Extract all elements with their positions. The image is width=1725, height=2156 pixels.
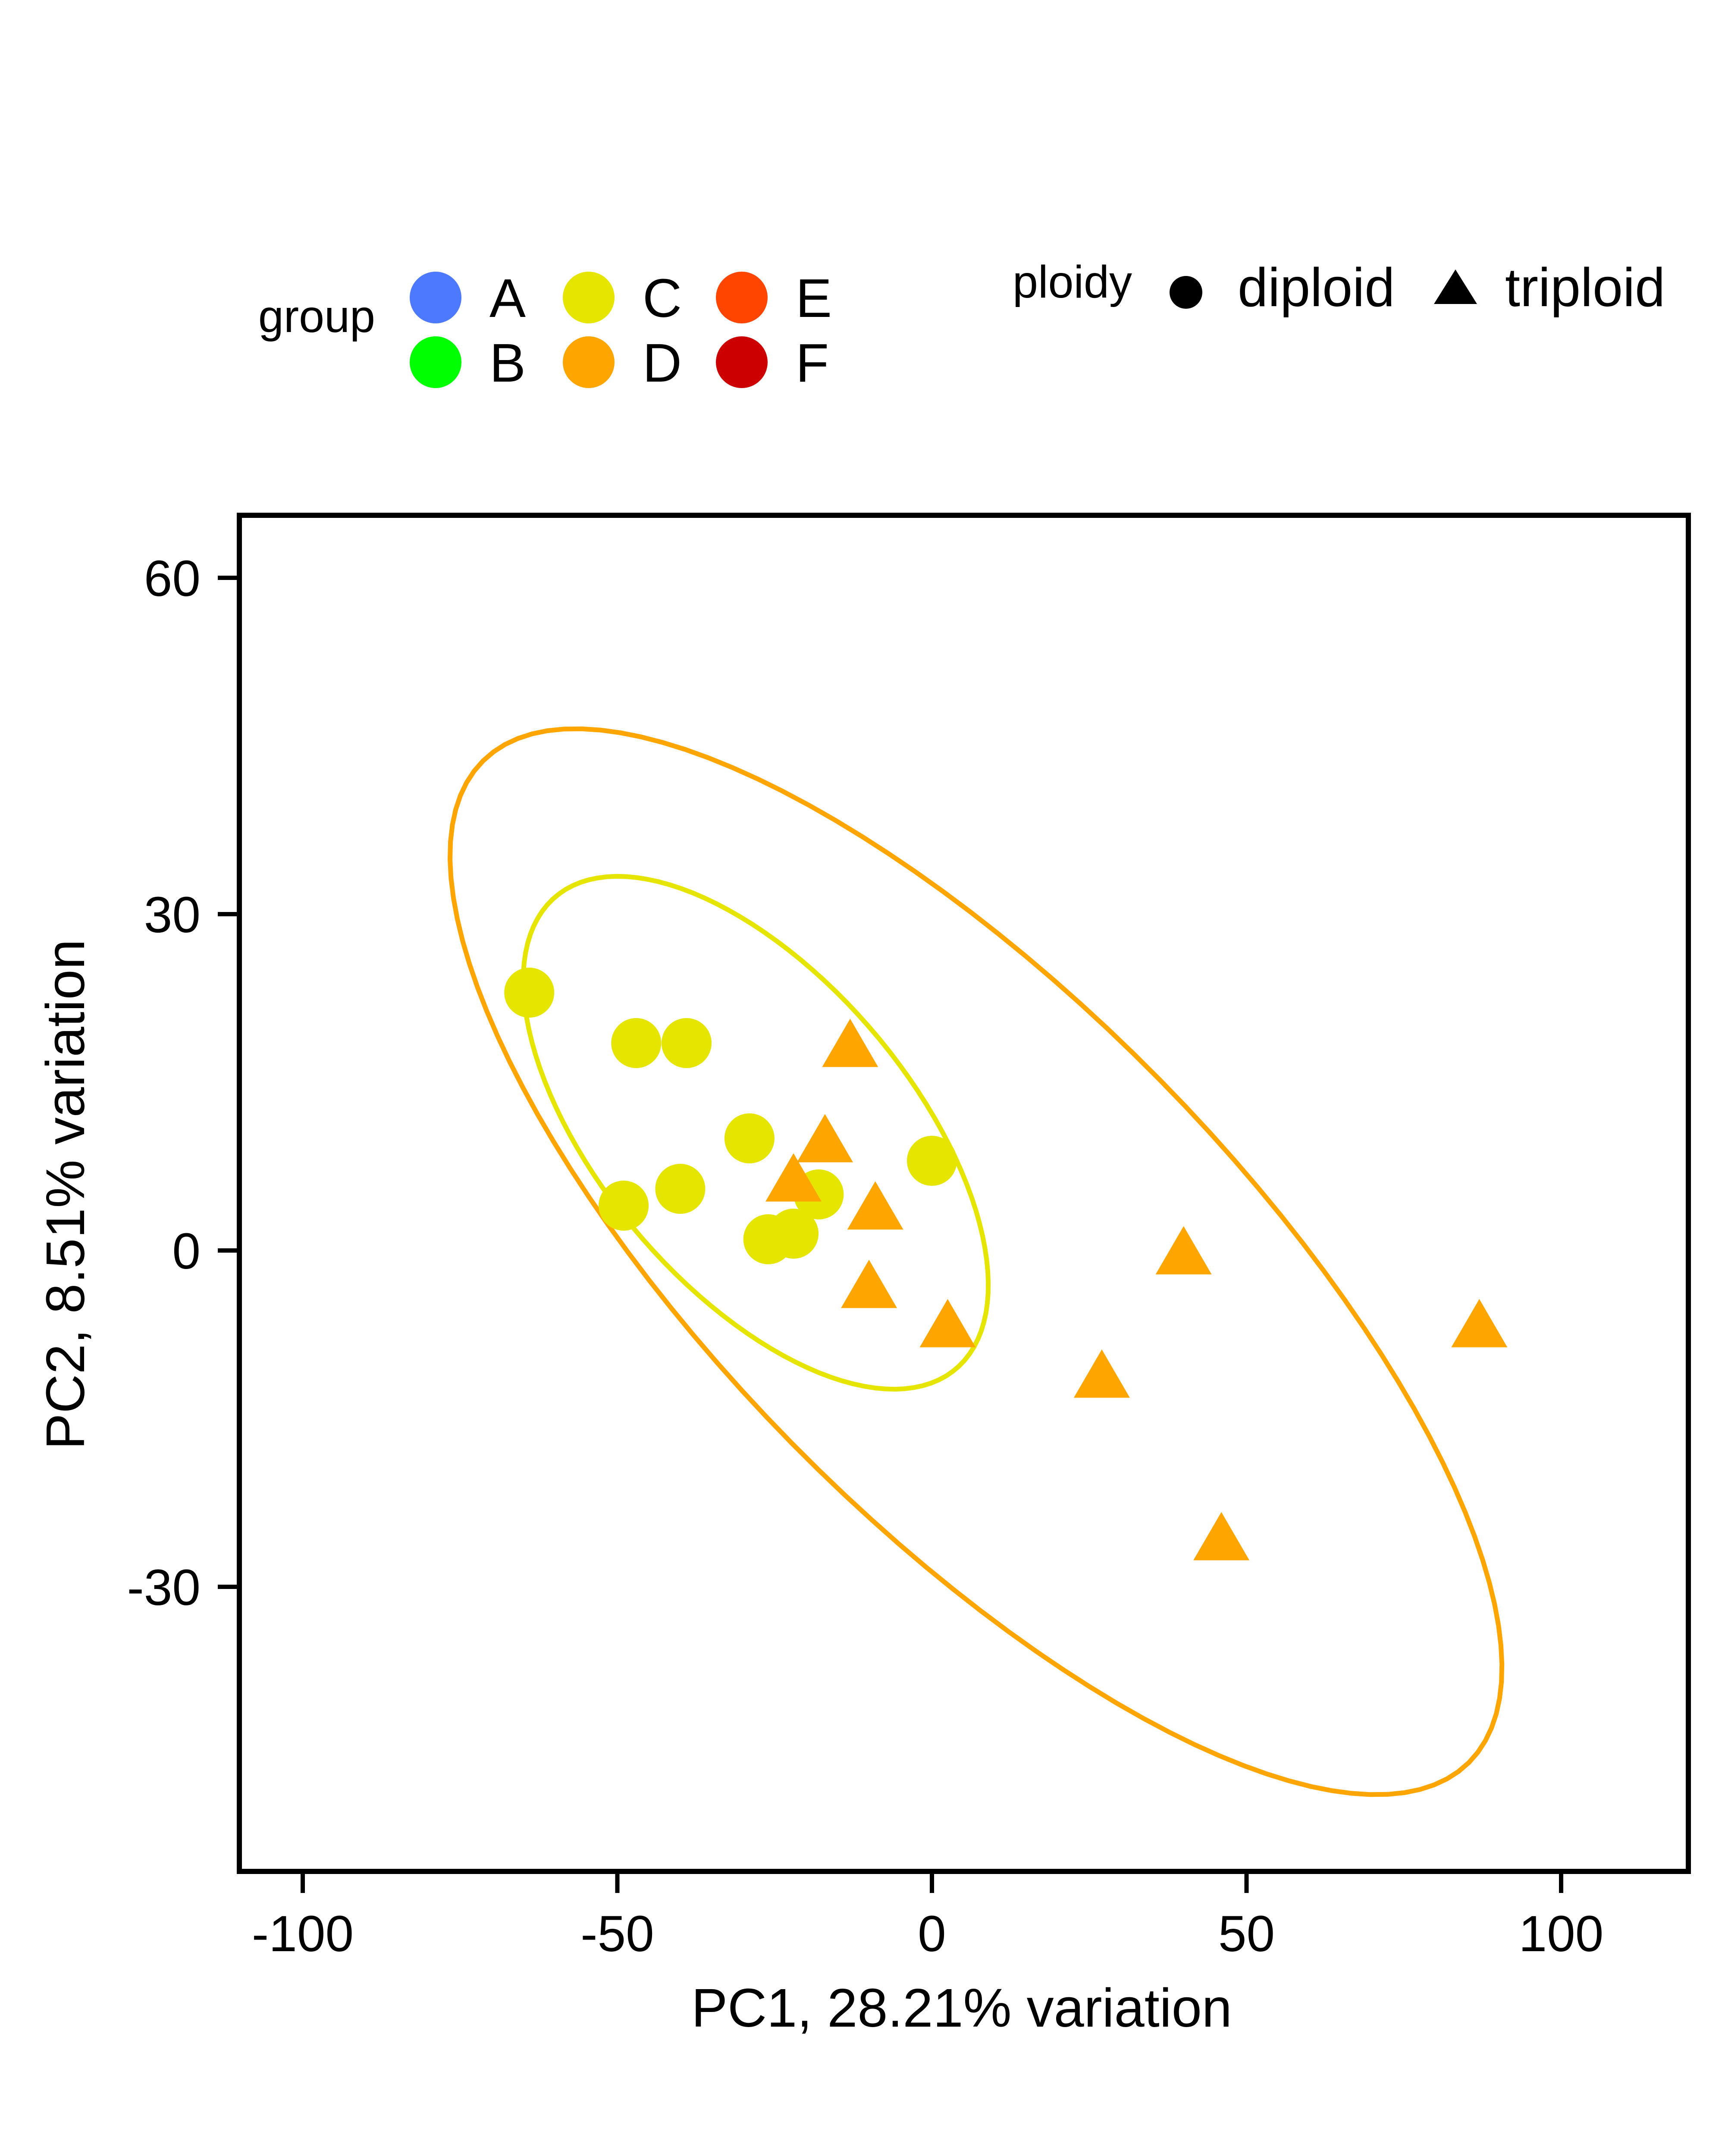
point-d-triploid xyxy=(797,1114,853,1163)
group-legend-items: AB CD EF xyxy=(410,268,832,393)
group-b-legend-swatch xyxy=(410,336,461,388)
group-b-legend-label: B xyxy=(489,332,526,393)
x-tick-label: -100 xyxy=(252,1905,354,1962)
axes: -100 -50 0 50 100 -30 0 30 60 xyxy=(127,550,1603,1962)
point-c-diploid xyxy=(907,1136,957,1186)
point-c-diploid xyxy=(661,1018,712,1068)
y-tick-label: 30 xyxy=(144,887,201,943)
group-e-legend-swatch xyxy=(716,272,768,323)
x-tick-label: 50 xyxy=(1218,1905,1275,1962)
y-tick-label: -30 xyxy=(127,1559,201,1616)
x-tick-label: -50 xyxy=(580,1905,654,1962)
group-f-legend-label: F xyxy=(796,332,829,393)
plot-frame xyxy=(237,513,1691,1874)
point-d-triploid xyxy=(1193,1512,1250,1561)
point-c-diploid xyxy=(655,1164,706,1214)
x-tick-label: 0 xyxy=(918,1905,946,1962)
ellipse-group-c xyxy=(521,874,991,1392)
group-c-legend-label: C xyxy=(643,268,682,329)
point-d-triploid xyxy=(822,1018,878,1067)
triploid-legend-triangle-icon xyxy=(1434,270,1477,304)
group-a-legend-swatch xyxy=(410,272,461,323)
group-legend: group AB CD EF xyxy=(258,268,832,393)
group-c-legend-swatch xyxy=(563,272,615,323)
point-d-triploid xyxy=(1451,1299,1508,1348)
diploid-legend-label: diploid xyxy=(1238,257,1395,318)
point-d-triploid xyxy=(1073,1349,1130,1398)
diploid-legend-circle-icon xyxy=(1170,276,1202,309)
point-c-diploid xyxy=(768,1209,819,1259)
group-legend-title: group xyxy=(258,291,375,342)
triploid-legend-label: triploid xyxy=(1505,257,1665,318)
point-c-diploid xyxy=(724,1113,775,1163)
group-e-legend-label: E xyxy=(796,268,832,329)
ploidy-legend-title: ploidy xyxy=(1013,257,1132,307)
point-d-triploid xyxy=(919,1299,976,1348)
ellipse-group-d xyxy=(447,726,1505,1797)
group-f-legend-swatch xyxy=(716,336,768,388)
point-d-triploid xyxy=(847,1181,903,1230)
confidence-ellipses xyxy=(447,726,1505,1797)
y-tick-label: 60 xyxy=(144,550,201,607)
group-a-legend-label: A xyxy=(489,268,526,329)
point-d-triploid xyxy=(1155,1226,1212,1275)
point-c-diploid xyxy=(504,968,555,1018)
y-tick-label: 0 xyxy=(172,1223,201,1280)
y-axis-title: PC2, 8.51% variation xyxy=(35,939,96,1450)
group-d-legend-label: D xyxy=(643,332,682,393)
ploidy-legend: ploidy diploid triploid xyxy=(1013,257,1665,318)
point-c-diploid xyxy=(599,1181,649,1231)
x-tick-label: 100 xyxy=(1519,1905,1604,1962)
data-points xyxy=(504,968,1508,1561)
point-d-triploid xyxy=(841,1260,897,1308)
group-d-legend-swatch xyxy=(563,336,615,388)
point-d-triploid xyxy=(765,1153,822,1202)
point-c-diploid xyxy=(611,1018,662,1068)
x-axis-title: PC1, 28.21% variation xyxy=(691,1977,1232,2038)
